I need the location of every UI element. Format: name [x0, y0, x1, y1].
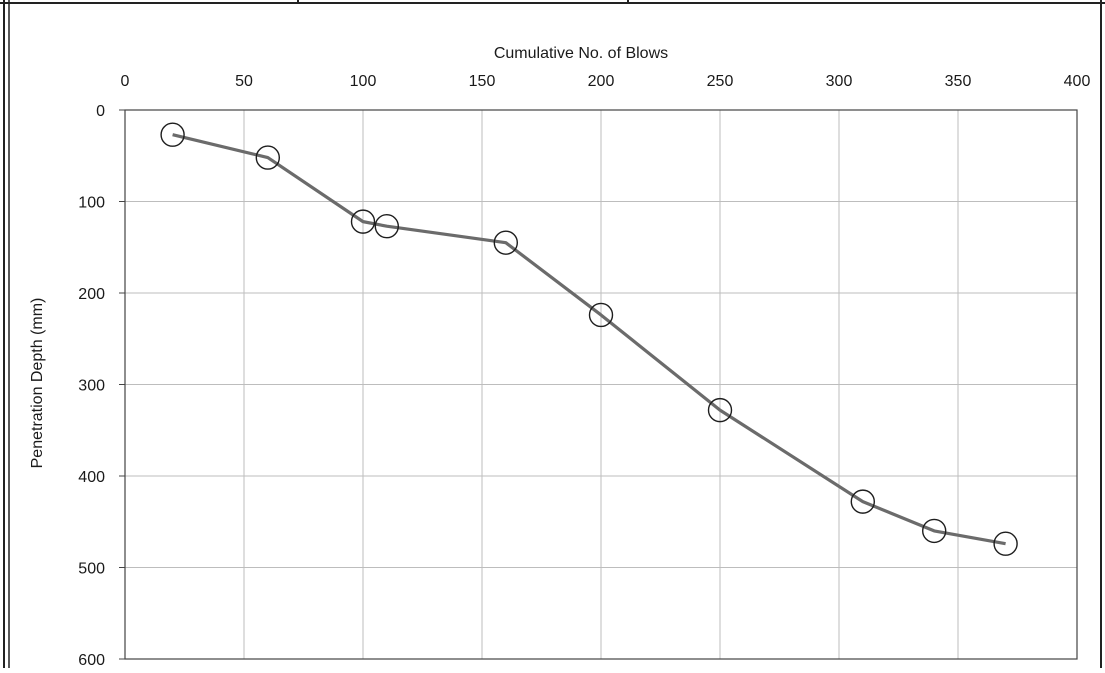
x-tick-label: 0 [121, 73, 130, 90]
y-tick-label: 0 [96, 103, 105, 120]
x-tick-label: 250 [707, 73, 734, 90]
series-line [172, 133, 1006, 546]
x-tick-label: 200 [588, 73, 615, 90]
data-point [374, 214, 399, 239]
axis-ticks: 0 50 100 150 200 250 300 350 400 0 100 200 300 400 500… [78, 73, 1091, 669]
data-point [707, 397, 733, 423]
data-point [922, 518, 947, 544]
x-tick-label: 150 [469, 73, 496, 90]
data-point [255, 145, 280, 170]
grid [124, 109, 1078, 660]
x-tick-label: 400 [1064, 73, 1091, 90]
y-tick-label: 200 [78, 286, 105, 303]
y-tick-label: 300 [78, 378, 105, 395]
data-point [493, 230, 518, 255]
data-point [350, 209, 376, 234]
data-point [160, 122, 185, 147]
x-tick-label: 100 [350, 73, 377, 90]
data-point [850, 489, 875, 514]
data-series [160, 122, 1018, 556]
x-axis-label: Cumulative No. of Blows [494, 45, 668, 62]
x-tick-label: 350 [945, 73, 972, 90]
x-tick-label: 300 [826, 73, 853, 90]
y-tick-label: 600 [78, 652, 105, 668]
y-tick-label: 100 [78, 195, 105, 212]
x-tick-label: 50 [235, 73, 253, 90]
y-tick-label: 400 [78, 469, 105, 486]
y-axis-label: Penetration Depth (mm) [29, 298, 46, 469]
data-point [993, 531, 1018, 556]
data-point [588, 302, 614, 328]
y-tick-label: 500 [78, 561, 105, 578]
